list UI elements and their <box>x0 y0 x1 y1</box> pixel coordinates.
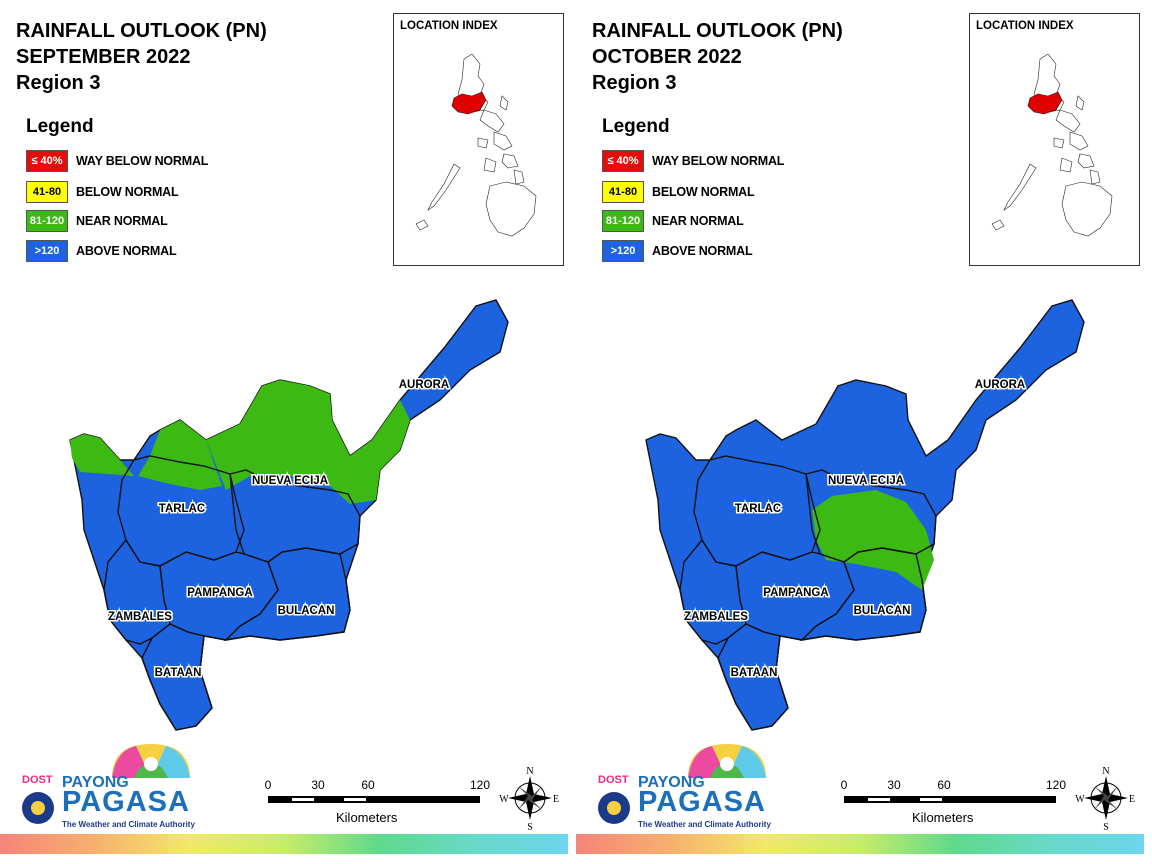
payong-label: PAYONG <box>62 774 129 791</box>
payong-pagasa-logo: DOST PAYONG PAGASA The Weather and Clima… <box>16 740 196 832</box>
scale-unit-label: Kilometers <box>336 810 398 825</box>
philippines-locator-map <box>991 53 1113 237</box>
svg-text:S: S <box>527 822 533 833</box>
province-label: BULACAN <box>278 605 335 617</box>
legend-label: ABOVE NORMAL <box>652 244 753 258</box>
legend-item: >120 ABOVE NORMAL <box>26 240 177 262</box>
umbrella-icon <box>598 744 766 824</box>
legend-item: ≤ 40% WAY BELOW NORMAL <box>602 150 784 172</box>
legend-item: 41-80 BELOW NORMAL <box>26 181 179 203</box>
svg-text:E: E <box>553 794 559 805</box>
scale-tick-label: 60 <box>361 778 375 792</box>
location-index-title: LOCATION INDEX <box>976 20 1074 32</box>
scale-tick-label: 60 <box>937 778 951 792</box>
province-label: TARLAC <box>159 503 205 515</box>
province-label: AURORA <box>975 379 1025 391</box>
province-label: NUEVA ECIJA <box>252 475 328 487</box>
near-normal-zone <box>70 434 134 476</box>
map-title: RAINFALL OUTLOOK (PN) OCTOBER 2022 Regio… <box>592 20 843 94</box>
pagasa-label: PAGASA <box>62 786 190 818</box>
province-label: PAMPANGA <box>763 587 828 599</box>
legend-label: NEAR NORMAL <box>652 214 744 228</box>
region-3-rainfall-map: AURORA NUEVA ECIJA TARLAC PAMPANGA BULACAN ZA… <box>69 299 509 731</box>
legend-swatch: 41-80 <box>26 181 68 203</box>
scale-bar: 0 30 60 120 Kilometers <box>838 778 1068 828</box>
legend-swatch: 81-120 <box>26 210 68 232</box>
location-index-inset: LOCATION INDEX <box>393 13 564 266</box>
near-normal-zone <box>206 380 410 504</box>
region-3-highlight <box>1027 91 1063 115</box>
map-title: RAINFALL OUTLOOK (PN) SEPTEMBER 2022 Reg… <box>16 20 267 94</box>
payong-pagasa-logo: DOST PAYONG PAGASA The Weather and Clima… <box>592 740 772 832</box>
legend-item: 81-120 NEAR NORMAL <box>26 210 168 232</box>
province-label: ZAMBALES <box>684 611 748 623</box>
september-outlook-panel: RAINFALL OUTLOOK (PN) SEPTEMBER 2022 Reg… <box>0 13 568 854</box>
svg-text:N: N <box>1102 766 1109 777</box>
legend-label: BELOW NORMAL <box>652 185 755 199</box>
legend-title: Legend <box>602 116 670 137</box>
province-label: BATAAN <box>731 667 778 679</box>
legend-item: 41-80 BELOW NORMAL <box>602 181 755 203</box>
above-normal-zone <box>69 299 509 731</box>
svg-text:W: W <box>499 794 509 805</box>
province-label: NUEVA ECIJA <box>828 475 904 487</box>
decorative-gradient-bar <box>0 834 568 854</box>
legend-swatch: >120 <box>602 240 644 262</box>
province-label: BATAAN <box>155 667 202 679</box>
near-normal-zone <box>138 420 222 490</box>
compass-rose-icon: N S E W <box>499 764 560 837</box>
october-outlook-panel: RAINFALL OUTLOOK (PN) OCTOBER 2022 Regio… <box>576 0 1152 864</box>
region-3-highlight <box>451 91 487 115</box>
logo-tagline: The Weather and Climate Authority <box>62 820 195 829</box>
location-index-inset: LOCATION INDEX <box>969 13 1140 266</box>
scale-tick-label: 30 <box>887 778 901 792</box>
location-index-title: LOCATION INDEX <box>400 20 498 32</box>
payong-label: PAYONG <box>638 774 705 791</box>
scale-unit-label: Kilometers <box>912 810 974 825</box>
svg-text:W: W <box>1075 794 1085 805</box>
legend-item: >120 ABOVE NORMAL <box>602 240 753 262</box>
legend-item: 81-120 NEAR NORMAL <box>602 210 744 232</box>
legend-label: WAY BELOW NORMAL <box>76 154 209 168</box>
decorative-gradient-bar <box>576 834 1144 854</box>
legend-swatch: ≤ 40% <box>602 150 644 172</box>
scale-bar: 0 30 60 120 Kilometers <box>262 778 492 828</box>
scale-tick-label: 120 <box>1045 778 1067 792</box>
province-label: BULACAN <box>854 605 911 617</box>
pagasa-label: PAGASA <box>638 786 766 818</box>
scale-tick-label: 0 <box>264 778 272 792</box>
legend-swatch: 81-120 <box>602 210 644 232</box>
province-label: TARLAC <box>735 503 781 515</box>
province-label: ZAMBALES <box>108 611 172 623</box>
legend-label: BELOW NORMAL <box>76 185 179 199</box>
legend-swatch: >120 <box>26 240 68 262</box>
dost-label: DOST <box>22 774 53 786</box>
legend-label: ABOVE NORMAL <box>76 244 177 258</box>
legend-swatch: ≤ 40% <box>26 150 68 172</box>
philippines-locator-map <box>415 53 537 237</box>
region-3-rainfall-map: AURORA NUEVA ECIJA TARLAC PAMPANGA BULACAN ZA… <box>645 299 1085 731</box>
scale-tick-label: 120 <box>469 778 491 792</box>
legend-item: ≤ 40% WAY BELOW NORMAL <box>26 150 208 172</box>
legend-title: Legend <box>26 116 94 137</box>
umbrella-icon <box>22 744 190 824</box>
legend-swatch: 41-80 <box>602 181 644 203</box>
compass-rose-icon: N S E W <box>1075 764 1136 837</box>
logo-tagline: The Weather and Climate Authority <box>638 820 771 829</box>
province-label: AURORA <box>399 379 449 391</box>
svg-text:S: S <box>1103 822 1109 833</box>
svg-text:N: N <box>526 766 533 777</box>
scale-tick-label: 0 <box>840 778 848 792</box>
dost-label: DOST <box>598 774 629 786</box>
legend-label: WAY BELOW NORMAL <box>652 154 785 168</box>
legend-label: NEAR NORMAL <box>76 214 168 228</box>
near-normal-zone <box>812 490 934 590</box>
svg-text:E: E <box>1129 794 1135 805</box>
province-label: PAMPANGA <box>187 587 252 599</box>
scale-tick-label: 30 <box>311 778 325 792</box>
